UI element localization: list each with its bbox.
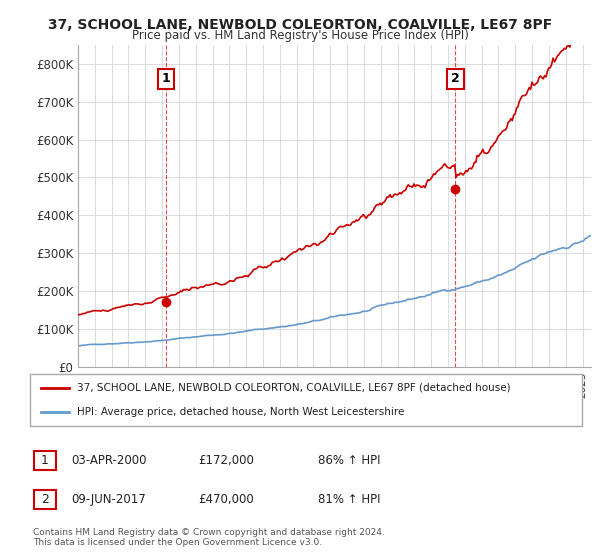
FancyBboxPatch shape xyxy=(30,374,582,426)
Text: 86% ↑ HPI: 86% ↑ HPI xyxy=(318,454,380,467)
Text: £172,000: £172,000 xyxy=(198,454,254,467)
Text: Price paid vs. HM Land Registry's House Price Index (HPI): Price paid vs. HM Land Registry's House … xyxy=(131,29,469,42)
Text: £470,000: £470,000 xyxy=(198,493,254,506)
Text: 1: 1 xyxy=(162,72,170,85)
Text: Contains HM Land Registry data © Crown copyright and database right 2024.
This d: Contains HM Land Registry data © Crown c… xyxy=(33,528,385,547)
Text: 2: 2 xyxy=(451,72,460,85)
Text: 81% ↑ HPI: 81% ↑ HPI xyxy=(318,493,380,506)
Text: 03-APR-2000: 03-APR-2000 xyxy=(71,454,146,467)
Text: 2: 2 xyxy=(41,493,49,506)
Text: 1: 1 xyxy=(41,454,49,467)
Text: HPI: Average price, detached house, North West Leicestershire: HPI: Average price, detached house, Nort… xyxy=(77,407,404,417)
FancyBboxPatch shape xyxy=(34,490,56,509)
FancyBboxPatch shape xyxy=(34,451,56,470)
Text: 37, SCHOOL LANE, NEWBOLD COLEORTON, COALVILLE, LE67 8PF (detached house): 37, SCHOOL LANE, NEWBOLD COLEORTON, COAL… xyxy=(77,383,511,393)
Text: 37, SCHOOL LANE, NEWBOLD COLEORTON, COALVILLE, LE67 8PF: 37, SCHOOL LANE, NEWBOLD COLEORTON, COAL… xyxy=(48,18,552,32)
Text: 09-JUN-2017: 09-JUN-2017 xyxy=(71,493,146,506)
